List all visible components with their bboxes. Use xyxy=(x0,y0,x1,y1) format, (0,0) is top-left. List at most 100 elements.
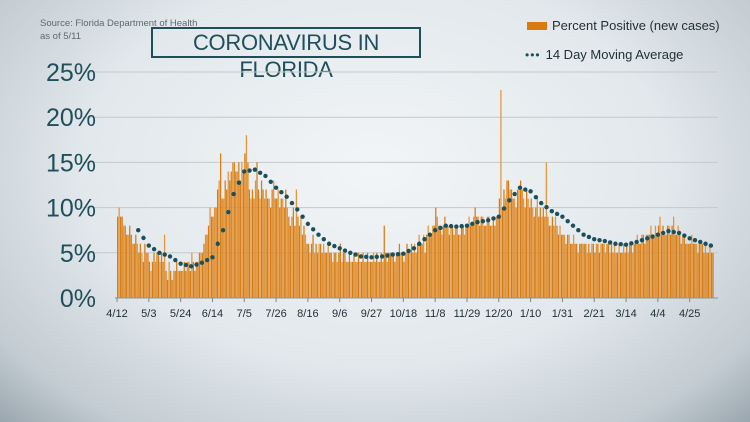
bar xyxy=(273,180,275,298)
bar xyxy=(233,162,235,298)
bar xyxy=(356,261,358,298)
bar xyxy=(223,198,225,298)
bar xyxy=(142,261,145,298)
bar xyxy=(229,180,231,298)
bar xyxy=(457,234,460,298)
bar xyxy=(220,153,222,298)
bar xyxy=(527,198,529,298)
bar xyxy=(576,243,578,298)
bar xyxy=(180,270,182,298)
moving-average-dot xyxy=(560,214,565,219)
bar xyxy=(423,234,425,298)
bar xyxy=(619,252,622,298)
bar xyxy=(450,225,452,298)
bar xyxy=(679,234,681,298)
moving-average-dot xyxy=(660,230,666,236)
bar xyxy=(177,270,179,298)
bar xyxy=(315,243,317,298)
bar xyxy=(454,225,457,298)
bar xyxy=(700,243,702,298)
moving-average-dot xyxy=(226,209,231,215)
moving-average-dot xyxy=(507,198,512,203)
bar xyxy=(607,243,610,298)
bar xyxy=(253,198,255,298)
bar xyxy=(204,234,207,298)
moving-average-dot xyxy=(162,252,167,257)
moving-average-dot xyxy=(629,241,634,246)
bar xyxy=(280,198,282,298)
bar xyxy=(288,216,290,298)
bar xyxy=(395,252,398,298)
bar xyxy=(559,225,561,298)
bar xyxy=(386,261,388,298)
moving-average-dot xyxy=(231,191,236,197)
bar xyxy=(544,216,546,298)
bar xyxy=(709,243,711,298)
bar xyxy=(257,189,260,298)
bar xyxy=(430,234,432,298)
bar xyxy=(624,252,626,298)
bar xyxy=(136,243,138,298)
bar xyxy=(615,252,617,298)
moving-average-dot xyxy=(358,254,364,259)
bar xyxy=(707,252,710,298)
bar xyxy=(179,270,181,298)
bar xyxy=(266,198,269,298)
moving-average-dot xyxy=(348,250,353,255)
y-tick-label: 0% xyxy=(60,285,96,313)
x-tick-label: 9/6 xyxy=(332,308,347,320)
bar xyxy=(582,243,584,298)
moving-average-dot xyxy=(586,234,592,240)
bar xyxy=(350,261,352,298)
bar xyxy=(638,243,640,298)
moving-average-dot xyxy=(581,232,586,237)
bar xyxy=(574,243,576,298)
bar xyxy=(462,225,464,298)
bar xyxy=(453,234,455,298)
moving-average-dot xyxy=(284,194,289,199)
moving-average-dot xyxy=(666,228,671,234)
bar xyxy=(262,189,264,298)
bar xyxy=(335,252,337,298)
bar xyxy=(515,207,517,298)
moving-average-dot xyxy=(655,232,661,237)
bar xyxy=(526,189,528,298)
moving-average-dot xyxy=(257,170,263,175)
bar xyxy=(294,225,296,298)
bar xyxy=(626,243,628,298)
moving-average-dot xyxy=(480,218,486,224)
bar xyxy=(351,261,354,298)
bar xyxy=(148,261,151,298)
bar xyxy=(641,234,643,298)
bar xyxy=(583,243,585,298)
bar xyxy=(365,261,367,298)
bar xyxy=(189,270,191,298)
bar xyxy=(642,234,644,298)
bar xyxy=(332,261,334,298)
bar xyxy=(698,243,701,298)
bar xyxy=(594,252,596,298)
bar xyxy=(242,171,244,298)
bar xyxy=(442,225,444,298)
bar xyxy=(650,225,652,298)
bar xyxy=(500,90,502,298)
bar xyxy=(201,252,204,298)
bar xyxy=(250,198,252,298)
bar xyxy=(695,243,697,298)
bar xyxy=(157,252,160,298)
moving-average-dot xyxy=(289,200,295,206)
y-tick-label: 20% xyxy=(46,104,96,132)
moving-average-dot xyxy=(703,241,708,246)
bar xyxy=(347,261,349,298)
bar xyxy=(538,216,540,298)
bar xyxy=(547,216,549,298)
moving-average-dot xyxy=(432,228,438,233)
bar xyxy=(135,234,137,298)
moving-average-dot xyxy=(570,223,576,228)
bar xyxy=(565,243,567,298)
moving-average-dot xyxy=(390,252,395,257)
bar xyxy=(632,252,634,298)
bar xyxy=(185,270,187,298)
moving-average-dot xyxy=(374,254,380,260)
